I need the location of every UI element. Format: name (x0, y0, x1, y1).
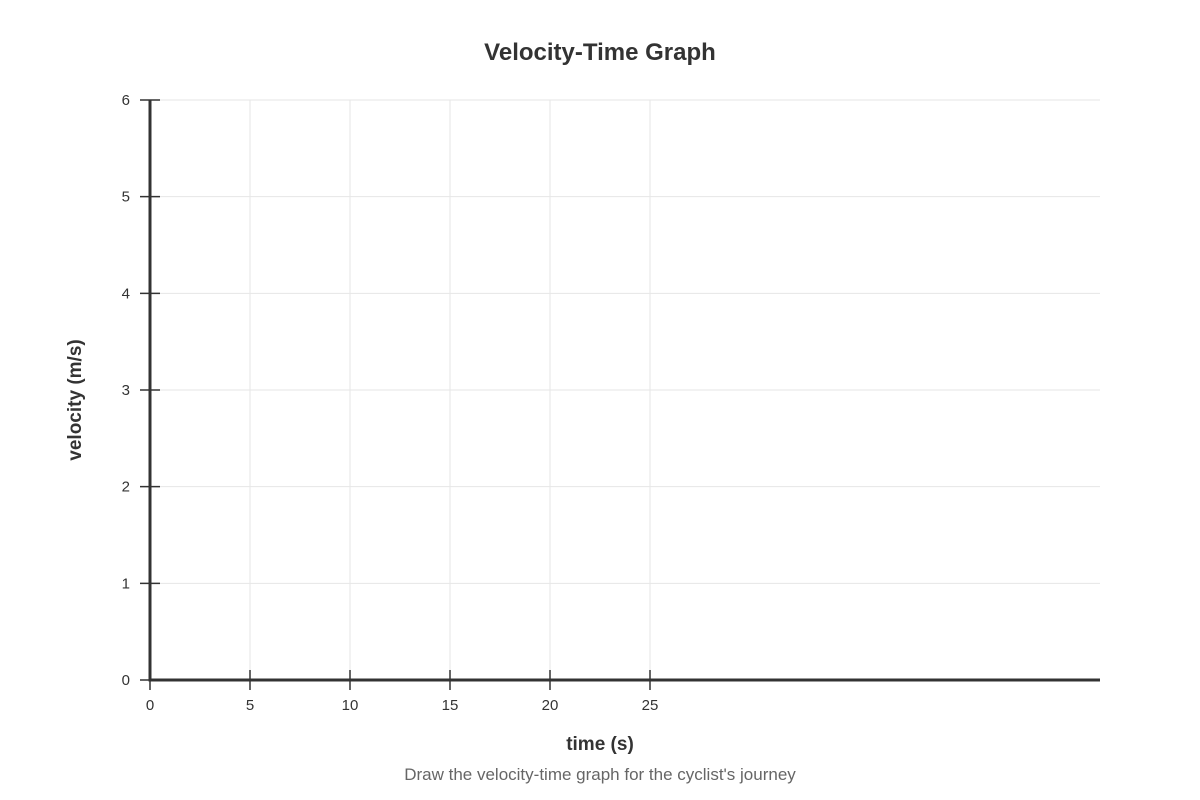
y-tick-label: 6 (122, 92, 130, 109)
chart-title: Velocity-Time Graph (484, 39, 716, 66)
y-tick-label: 2 (122, 479, 130, 496)
x-tick-label: 10 (342, 697, 359, 714)
x-tick-label: 25 (642, 697, 659, 714)
grid (150, 99, 1100, 680)
y-tick-label: 4 (122, 285, 130, 302)
y-tick-label: 5 (122, 189, 130, 206)
chart-caption: Draw the velocity-time graph for the cyc… (404, 765, 796, 784)
x-tick-label: 0 (146, 697, 154, 714)
axes (148, 100, 1100, 682)
x-tick-label: 20 (542, 697, 559, 714)
x-tick-label: 15 (442, 697, 459, 714)
x-axis-label: time (s) (566, 734, 634, 755)
y-tick-label: 0 (122, 672, 130, 689)
y-tick-label: 1 (122, 575, 130, 592)
y-tick-label: 3 (122, 382, 130, 399)
x-tick-label: 5 (246, 697, 254, 714)
ticks: 0 1 2 3 4 5 6 0 5 10 15 20 25 (122, 92, 659, 714)
y-axis-label: velocity (m/s) (65, 339, 86, 460)
